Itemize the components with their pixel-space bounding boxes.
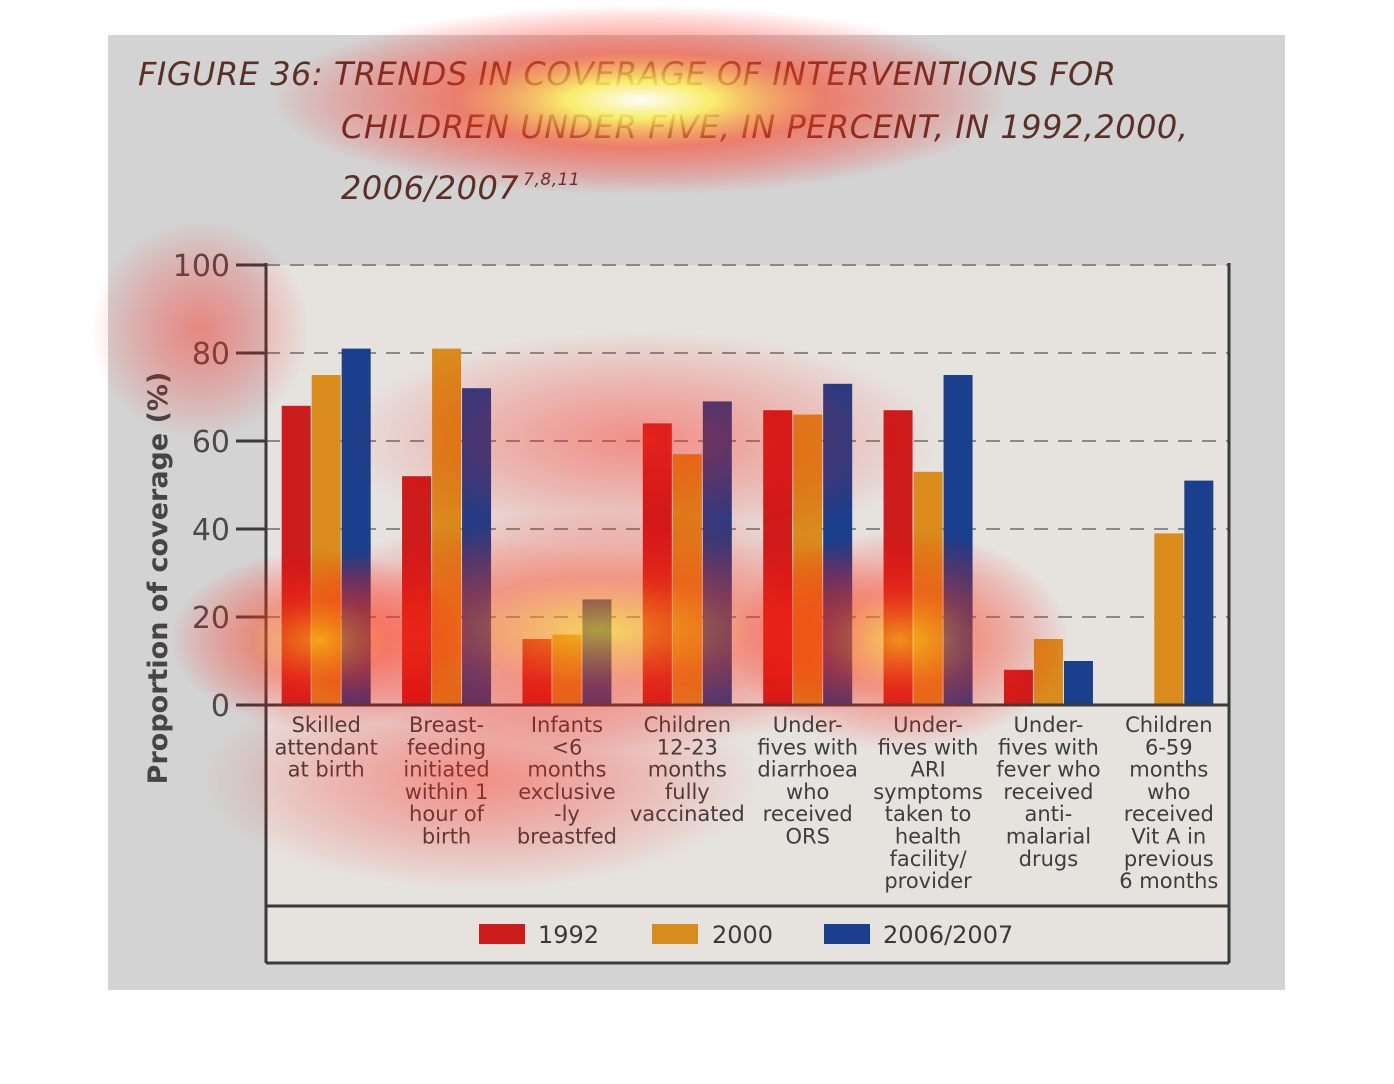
category-label-8: Children 6-59 months who received Vit A in pre… bbox=[1119, 713, 1218, 893]
bar-2006-2007-cat-7 bbox=[1063, 661, 1093, 705]
bar-2000-cat-6 bbox=[913, 471, 943, 705]
category-label-line: Under- bbox=[1014, 713, 1084, 737]
bar-1992-cat-5 bbox=[763, 410, 793, 705]
bar-2006-2007-cat-3 bbox=[582, 599, 612, 705]
legend-label-2000: 2000 bbox=[712, 921, 773, 949]
category-label-line: exclusive bbox=[518, 780, 615, 804]
legend-swatch-1992 bbox=[479, 924, 525, 944]
category-label-line: received bbox=[1003, 780, 1093, 804]
legend-label-2006-2007: 2006/2007 bbox=[883, 921, 1013, 949]
bar-2000-cat-7 bbox=[1033, 639, 1063, 705]
category-label-line: received bbox=[763, 802, 853, 826]
bar-2000-cat-3 bbox=[552, 634, 582, 705]
category-label-line: Children bbox=[644, 713, 731, 737]
category-label-line: symptoms bbox=[873, 780, 983, 804]
category-label-line: 6-59 bbox=[1145, 735, 1193, 759]
legend: 1992 2000 2006/2007 bbox=[479, 921, 1013, 949]
category-label-line: -ly bbox=[554, 802, 580, 826]
category-label-line: facility/ bbox=[890, 847, 968, 871]
legend-label-1992: 1992 bbox=[538, 921, 599, 949]
category-label-line: breastfed bbox=[517, 825, 617, 849]
category-label-line: ORS bbox=[785, 825, 829, 849]
category-label-line: Under- bbox=[773, 713, 843, 737]
y-tick-label-100: 100 bbox=[173, 249, 230, 284]
bar-2000-cat-8 bbox=[1154, 533, 1184, 705]
category-label-line: birth bbox=[422, 825, 471, 849]
category-label-7: Under-fives with fever who received anti-ma… bbox=[996, 713, 1100, 871]
category-label-line: attendant bbox=[275, 735, 378, 759]
category-label-line: fives with bbox=[757, 735, 858, 759]
bar-2006-2007-cat-5 bbox=[823, 383, 853, 705]
category-label-line: fives with bbox=[878, 735, 979, 759]
y-tick-label-80: 80 bbox=[192, 337, 230, 372]
category-label-6: Under-fives with ARI symptoms taken to healt… bbox=[873, 713, 983, 893]
y-tick-labels: 0 20 40 60 80 100 bbox=[173, 249, 266, 724]
category-label-line: Skilled bbox=[292, 713, 361, 737]
category-label-line: ARI bbox=[910, 758, 945, 782]
category-label-line: initiated bbox=[403, 758, 489, 782]
category-label-line: previous bbox=[1124, 847, 1214, 871]
bar-2000-cat-5 bbox=[793, 414, 823, 705]
category-label-line: Infants bbox=[531, 713, 603, 737]
bar-1992-cat-1 bbox=[281, 405, 311, 705]
category-label-line: feeding bbox=[407, 735, 486, 759]
category-label-line: who bbox=[786, 780, 829, 804]
category-label-line: fully bbox=[665, 780, 710, 804]
bar-2000-cat-1 bbox=[311, 375, 341, 705]
category-label-line: received bbox=[1124, 802, 1214, 826]
category-label-line: hour of bbox=[409, 802, 485, 826]
category-label-line: within 1 bbox=[405, 780, 489, 804]
category-label-line: at birth bbox=[288, 758, 365, 782]
category-label-line: fever who bbox=[996, 758, 1100, 782]
category-label-line: drugs bbox=[1019, 847, 1079, 871]
category-label-line: provider bbox=[884, 869, 972, 893]
bar-1992-cat-7 bbox=[1003, 669, 1033, 705]
bar-2006-2007-cat-1 bbox=[341, 348, 371, 705]
bar-1992-cat-3 bbox=[522, 639, 552, 705]
category-label-line: Under- bbox=[893, 713, 963, 737]
category-label-line: taken to bbox=[885, 802, 972, 826]
category-label-line: Children bbox=[1125, 713, 1212, 737]
bar-1992-cat-6 bbox=[883, 410, 913, 705]
category-label-line: <6 bbox=[551, 735, 582, 759]
bar-2006-2007-cat-8 bbox=[1184, 480, 1214, 705]
category-label-line: who bbox=[1147, 780, 1190, 804]
category-label-line: malarial bbox=[1006, 825, 1091, 849]
category-label-line: diarrhoea bbox=[757, 758, 858, 782]
bar-2006-2007-cat-2 bbox=[462, 388, 492, 705]
category-label-line: vaccinated bbox=[630, 802, 745, 826]
category-label-line: 12-23 bbox=[657, 735, 718, 759]
bar-2006-2007-cat-4 bbox=[702, 401, 732, 705]
y-tick-label-20: 20 bbox=[192, 601, 230, 636]
bar-2006-2007-cat-6 bbox=[943, 375, 973, 705]
y-axis-label: Proportion of coverage (%) bbox=[143, 372, 174, 785]
category-label-line: months bbox=[527, 758, 606, 782]
category-label-line: fives with bbox=[998, 735, 1099, 759]
legend-swatch-2006-2007 bbox=[824, 924, 870, 944]
category-label-line: months bbox=[648, 758, 727, 782]
bar-1992-cat-4 bbox=[642, 423, 672, 705]
category-label-line: Breast- bbox=[409, 713, 484, 737]
y-tick-label-0: 0 bbox=[211, 689, 230, 724]
y-tick-label-40: 40 bbox=[192, 513, 230, 548]
bar-1992-cat-2 bbox=[402, 476, 432, 705]
legend-swatch-2000 bbox=[652, 924, 698, 944]
category-label-line: months bbox=[1129, 758, 1208, 782]
category-label-line: health bbox=[895, 825, 961, 849]
bar-2000-cat-4 bbox=[672, 454, 702, 705]
y-tick-label-60: 60 bbox=[192, 425, 230, 460]
bar-2000-cat-2 bbox=[432, 348, 462, 705]
category-label-line: anti- bbox=[1025, 802, 1073, 826]
category-label-line: Vit A in bbox=[1131, 825, 1206, 849]
category-label-line: 6 months bbox=[1119, 869, 1218, 893]
category-label-3: Infants <6 months exclusive -ly breastfed bbox=[517, 713, 617, 849]
